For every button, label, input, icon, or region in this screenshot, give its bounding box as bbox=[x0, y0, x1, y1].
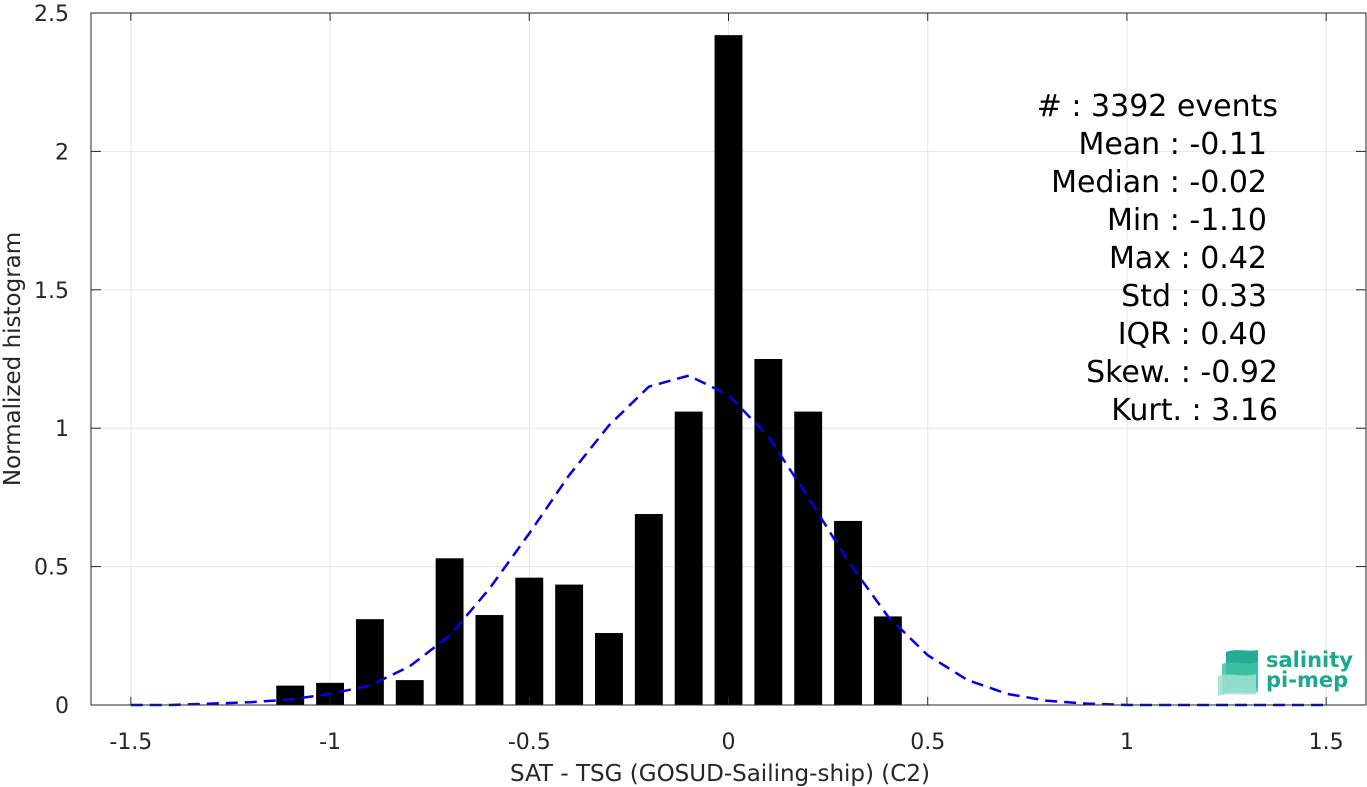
x-tick-label: 0 bbox=[722, 730, 736, 755]
stats-skew: Skew. : -0.92 bbox=[1086, 355, 1278, 390]
histogram-bar bbox=[674, 411, 703, 705]
x-tick-label: -1.5 bbox=[109, 730, 152, 755]
histogram-bar bbox=[515, 577, 544, 705]
x-tick-label: -1 bbox=[319, 730, 341, 755]
histogram-bar bbox=[834, 520, 862, 705]
histogram-bar bbox=[595, 633, 623, 705]
y-axis-label: Normalized histogram bbox=[0, 232, 26, 486]
histogram-bar bbox=[475, 615, 504, 705]
histogram-bar bbox=[873, 616, 902, 705]
stats-mean: Mean : -0.11 bbox=[1078, 127, 1267, 162]
y-tick-label: 2.5 bbox=[34, 2, 69, 27]
x-tick-label: -0.5 bbox=[508, 730, 551, 755]
y-tick-label: 1 bbox=[55, 417, 69, 442]
x-tick-label: 1 bbox=[1120, 730, 1134, 755]
stats-kurt: Kurt. : 3.16 bbox=[1111, 393, 1278, 428]
logo-line2: pi-mep bbox=[1266, 668, 1348, 692]
histogram-bar bbox=[435, 558, 464, 705]
x-axis-label: SAT - TSG (GOSUD-Sailing-ship) (C2) bbox=[510, 761, 930, 787]
stats-count: # : 3392 events bbox=[1037, 89, 1278, 124]
stats-std: Std : 0.33 bbox=[1121, 279, 1267, 314]
logo-line1: salinity bbox=[1266, 648, 1353, 672]
stats-median: Median : -0.02 bbox=[1051, 165, 1267, 200]
y-tick-label: 2 bbox=[55, 140, 69, 165]
salinity-pi-mep-logo: salinity pi-mep bbox=[1218, 648, 1353, 696]
stats-max: Max : 0.42 bbox=[1109, 241, 1267, 276]
histogram-bar bbox=[714, 35, 743, 706]
stats-min: Min : -1.10 bbox=[1107, 203, 1267, 238]
x-tick-label: 0.5 bbox=[910, 730, 945, 755]
ticks bbox=[91, 12, 1366, 706]
stats-iqr: IQR : 0.40 bbox=[1118, 317, 1267, 352]
histogram-bar bbox=[355, 619, 384, 705]
histogram-bar bbox=[794, 411, 823, 705]
bars bbox=[276, 35, 902, 706]
y-tick-label: 1.5 bbox=[34, 279, 69, 304]
x-tick-labels: -1.5 -1 -0.5 0 0.5 1 1.5 bbox=[109, 730, 1343, 755]
x-tick-label: 1.5 bbox=[1309, 730, 1344, 755]
histogram-bar bbox=[634, 514, 663, 705]
histogram-bar bbox=[754, 359, 783, 705]
y-tick-label: 0 bbox=[55, 694, 69, 719]
stats-box: # : 3392 events Mean : -0.11 Median : -0… bbox=[1037, 89, 1278, 428]
y-tick-label: 0.5 bbox=[34, 556, 69, 581]
salinity-waves-icon bbox=[1218, 650, 1258, 696]
histogram-bar bbox=[555, 584, 584, 705]
histogram-bar bbox=[276, 685, 305, 705]
y-tick-labels: 0 0.5 1 1.5 2 2.5 bbox=[34, 2, 69, 719]
histogram-bar bbox=[395, 680, 424, 705]
